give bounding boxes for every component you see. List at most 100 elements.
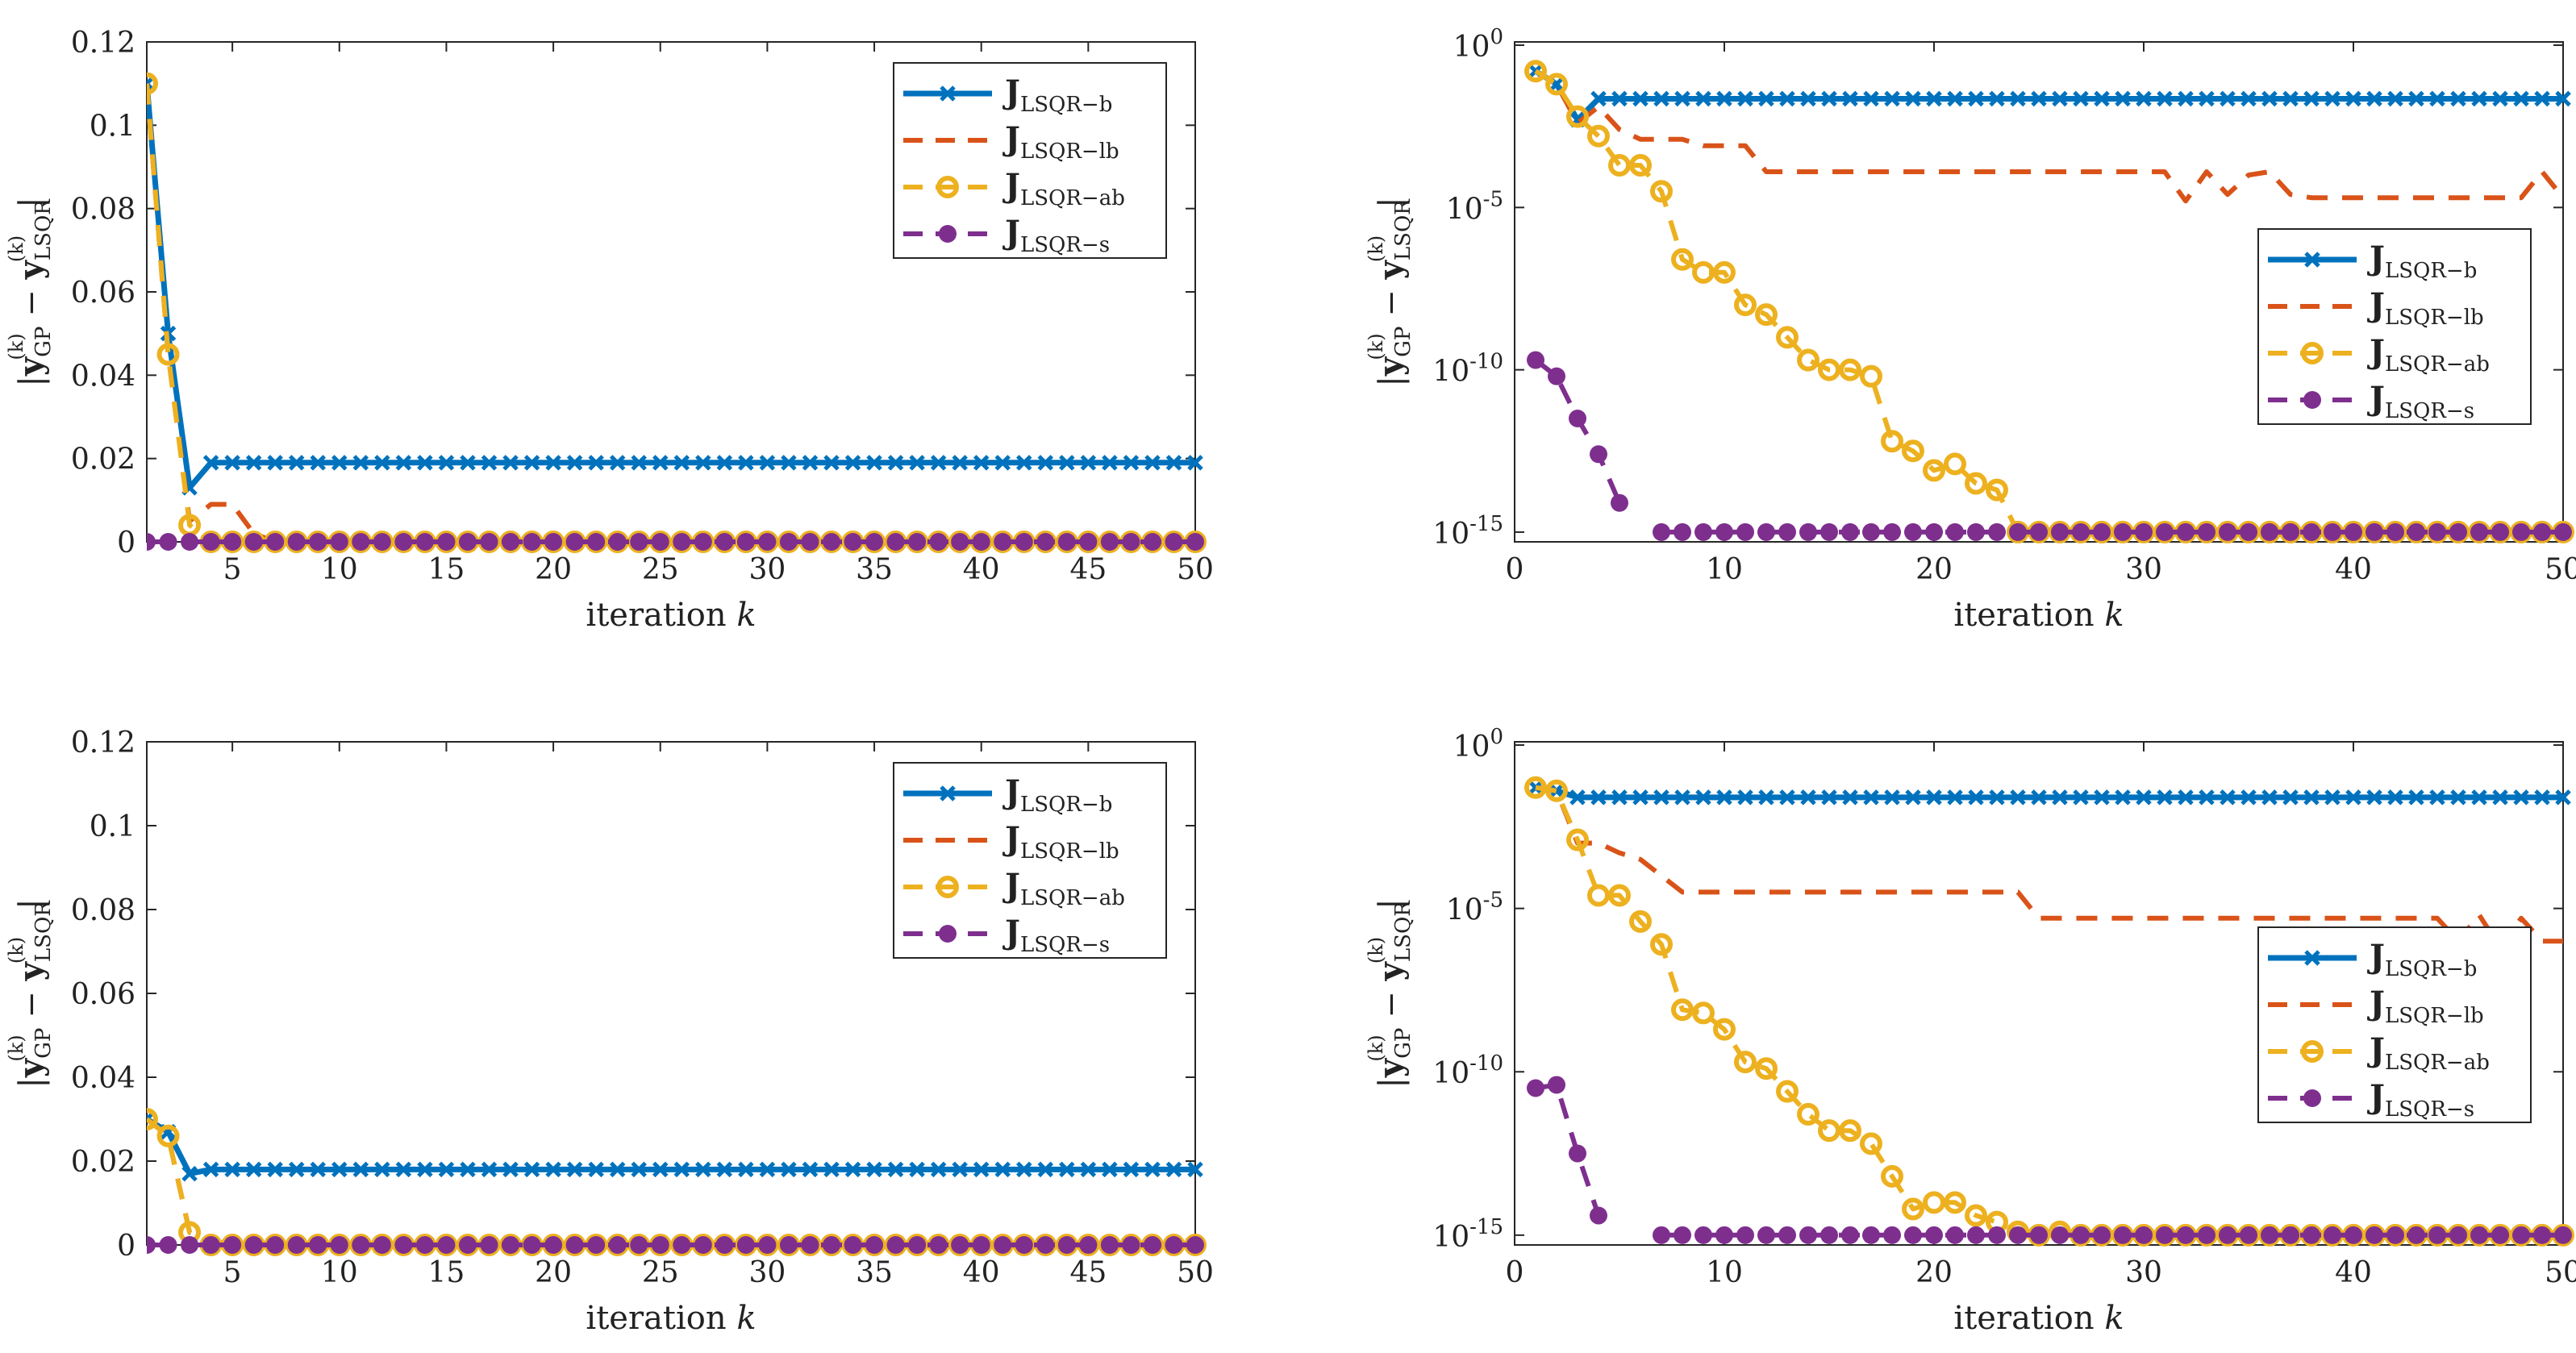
legend-label-main: J bbox=[1002, 120, 1020, 158]
point-b bbox=[502, 1161, 519, 1178]
y-tick-label: 0.04 bbox=[71, 1062, 135, 1095]
point-ab bbox=[1587, 884, 1610, 907]
point-s bbox=[1904, 1226, 1922, 1244]
plot-area bbox=[1524, 776, 2574, 1247]
legend-marker-b bbox=[940, 785, 956, 801]
x-axis-label: iteration k bbox=[1953, 1300, 2124, 1337]
point-s bbox=[972, 1236, 990, 1254]
point-b bbox=[2555, 90, 2571, 107]
point-b bbox=[994, 1161, 1011, 1178]
point-s bbox=[2345, 522, 2362, 541]
point-b bbox=[2199, 90, 2215, 107]
legend-label-sub: LSQR−s bbox=[1020, 233, 1110, 257]
point-s bbox=[1036, 1236, 1055, 1254]
point-b bbox=[147, 75, 155, 92]
point-b bbox=[1144, 1161, 1161, 1178]
x-tick-label: 50 bbox=[1177, 1256, 1214, 1289]
point-b bbox=[1080, 1161, 1097, 1178]
point-b bbox=[716, 1161, 733, 1178]
point-b bbox=[1779, 90, 1795, 107]
point-s bbox=[544, 533, 563, 551]
legend-label-main: J bbox=[2367, 333, 2385, 371]
point-b bbox=[631, 455, 647, 471]
point-b bbox=[545, 1161, 561, 1178]
point-ab bbox=[1902, 439, 1924, 463]
x-axis-label-var: k bbox=[736, 1300, 756, 1337]
point-s bbox=[1527, 351, 1544, 369]
legend-marker-s bbox=[939, 225, 957, 243]
legend-label-s: JLSQR−s bbox=[2367, 380, 2474, 423]
plot-area bbox=[147, 72, 1207, 553]
legend-marker-s bbox=[939, 925, 957, 943]
point-b bbox=[2303, 90, 2320, 107]
chart-bl: 5 10 15 20 25 30 35 40 45 50 0 0.02 0.04 0.06 0.08 0.1 0… bbox=[5, 726, 1214, 1337]
point-b bbox=[2115, 90, 2131, 107]
point-b bbox=[1674, 90, 1690, 107]
point-b bbox=[1123, 1161, 1140, 1178]
y-label-sup: (k) bbox=[5, 937, 27, 964]
legend-label-main: J bbox=[1002, 914, 1020, 951]
x-tick-label: 40 bbox=[2335, 1256, 2372, 1289]
point-s bbox=[994, 1236, 1012, 1254]
y-tick-exponent: -5 bbox=[1483, 889, 1503, 913]
point-s bbox=[1925, 1226, 1943, 1244]
point-s bbox=[758, 1236, 777, 1254]
point-b bbox=[460, 455, 476, 471]
point-b bbox=[1926, 90, 1942, 107]
point-s bbox=[147, 533, 156, 551]
y-tick-base: 10 bbox=[1432, 518, 1469, 551]
legend-label-sub: LSQR−s bbox=[2385, 399, 2474, 423]
point-s bbox=[1694, 1226, 1712, 1244]
point-b bbox=[1716, 90, 1732, 107]
legend-marker-b bbox=[2304, 252, 2320, 268]
point-s bbox=[779, 533, 798, 551]
y-label-y: y bbox=[12, 259, 50, 280]
y-axis-label: |yGP(k) − yLSQR(k)| bbox=[5, 197, 56, 386]
point-s bbox=[972, 533, 990, 551]
x-tick-label: 30 bbox=[2125, 1256, 2162, 1289]
point-s bbox=[352, 1236, 370, 1254]
point-b bbox=[609, 455, 626, 471]
point-b bbox=[2261, 90, 2278, 107]
x-tick-label: 20 bbox=[1915, 1256, 1953, 1289]
legend-marker-s bbox=[2303, 1089, 2321, 1107]
point-s bbox=[1100, 1236, 1119, 1254]
point-b bbox=[331, 455, 348, 471]
point-ab bbox=[1671, 998, 1694, 1022]
point-b bbox=[802, 455, 819, 471]
point-s bbox=[951, 533, 969, 551]
series-line-b bbox=[1534, 69, 2563, 123]
point-b bbox=[417, 1161, 433, 1178]
y-label-minus: − bbox=[1373, 279, 1410, 327]
point-b bbox=[2387, 789, 2403, 806]
point-s bbox=[373, 1236, 391, 1254]
point-s bbox=[2114, 522, 2132, 541]
point-ab bbox=[1923, 1191, 1945, 1214]
x-axis-label: iteration k bbox=[1953, 597, 2124, 634]
point-b bbox=[1989, 789, 2005, 806]
y-tick-label: 0.02 bbox=[71, 1146, 135, 1179]
point-s bbox=[608, 533, 627, 551]
point-ab bbox=[1776, 326, 1799, 349]
point-b bbox=[781, 455, 797, 471]
point-s bbox=[1590, 1206, 1607, 1225]
y-label-sub: GP bbox=[1391, 327, 1415, 357]
y-label-minus: − bbox=[13, 980, 50, 1028]
legend-label-main: J bbox=[1002, 773, 1020, 811]
y-label-y: y bbox=[1372, 1057, 1410, 1078]
y-label-sub: GP bbox=[31, 327, 56, 357]
point-s bbox=[394, 533, 413, 551]
legend-label-main: J bbox=[2367, 1078, 2385, 1116]
point-s bbox=[1778, 522, 1796, 541]
point-s bbox=[244, 533, 263, 551]
point-s bbox=[244, 1236, 263, 1254]
legend-label-ab: JLSQR−ab bbox=[1002, 167, 1125, 210]
point-s bbox=[1988, 522, 2006, 541]
point-b bbox=[909, 1161, 925, 1178]
point-b bbox=[930, 455, 947, 471]
y-label-bar: | bbox=[13, 898, 50, 909]
series-lb bbox=[147, 1117, 1195, 1247]
x-tick-label: 40 bbox=[963, 553, 1000, 586]
point-b bbox=[2387, 90, 2403, 107]
point-s bbox=[1925, 522, 1943, 541]
